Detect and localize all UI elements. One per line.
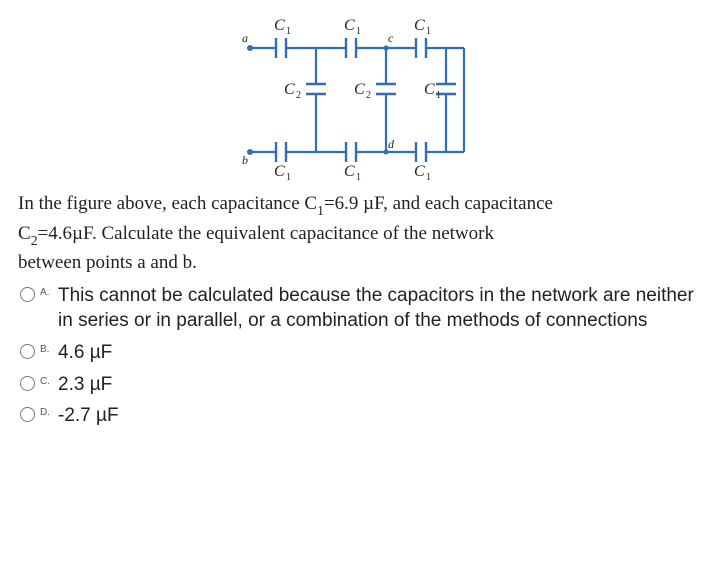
cap-top-3-sub: 1 [426, 26, 431, 37]
cap-bot-3-sub: 1 [426, 172, 431, 182]
node-label-d: d [388, 137, 395, 151]
cap-mid-3-sub: 1 [436, 90, 441, 101]
cap-bot-2-label: C [344, 163, 355, 180]
option-a-letter: A. [40, 287, 52, 298]
radio-b[interactable] [20, 344, 35, 359]
q-line2a: C [18, 223, 31, 244]
q-line1-sub: 1 [317, 203, 324, 218]
q-line2-sub: 2 [31, 233, 38, 248]
cap-top-1-label: C [274, 17, 285, 34]
cap-bot-3-label: C [414, 163, 425, 180]
cap-mid-2-label: C [354, 81, 365, 98]
q-line2b: =4.6µF. Calculate the equivalent capacit… [38, 223, 494, 244]
options-list: A. This cannot be calculated because the… [18, 283, 699, 429]
radio-d[interactable] [20, 407, 35, 422]
option-c[interactable]: C. 2.3 µF [18, 372, 699, 398]
cap-mid-1-sub: 2 [296, 90, 301, 101]
cap-bot-1-label: C [274, 163, 285, 180]
option-d-text: -2.7 µF [58, 403, 119, 429]
option-a[interactable]: A. This cannot be calculated because the… [18, 283, 699, 334]
radio-a[interactable] [20, 287, 35, 302]
cap-mid-1-label: C [284, 81, 295, 98]
q-line1a: In the figure above, each capacitance C [18, 193, 317, 214]
cap-bot-1-sub: 1 [286, 172, 291, 182]
q-line1b: =6.9 µF, and each capacitance [324, 193, 553, 214]
option-c-text: 2.3 µF [58, 372, 112, 398]
node-label-c: c [388, 31, 394, 45]
option-b[interactable]: B. 4.6 µF [18, 340, 699, 366]
cap-top-1-sub: 1 [286, 26, 291, 37]
cap-mid-2-sub: 2 [366, 90, 371, 101]
question-text: In the figure above, each capacitance C1… [18, 190, 699, 277]
cap-top-2-label: C [344, 17, 355, 34]
option-b-letter: B. [40, 344, 52, 355]
option-c-letter: C. [40, 376, 52, 387]
radio-c[interactable] [20, 376, 35, 391]
cap-top-2-sub: 1 [356, 26, 361, 37]
node-label-b: b [242, 153, 248, 167]
circuit-figure: a b c d C 1 C 1 C 1 C 2 C 2 C 1 C 1 C 1 … [228, 12, 508, 182]
option-a-text: This cannot be calculated because the ca… [58, 283, 699, 334]
node-label-a: a [242, 31, 248, 45]
option-d-letter: D. [40, 407, 52, 418]
cap-mid-3-label: C [424, 81, 435, 98]
option-d[interactable]: D. -2.7 µF [18, 403, 699, 429]
q-line3: between points a and b. [18, 252, 197, 273]
cap-bot-2-sub: 1 [356, 172, 361, 182]
page: a b c d C 1 C 1 C 1 C 2 C 2 C 1 C 1 C 1 … [0, 0, 717, 453]
option-b-text: 4.6 µF [58, 340, 112, 366]
cap-top-3-label: C [414, 17, 425, 34]
